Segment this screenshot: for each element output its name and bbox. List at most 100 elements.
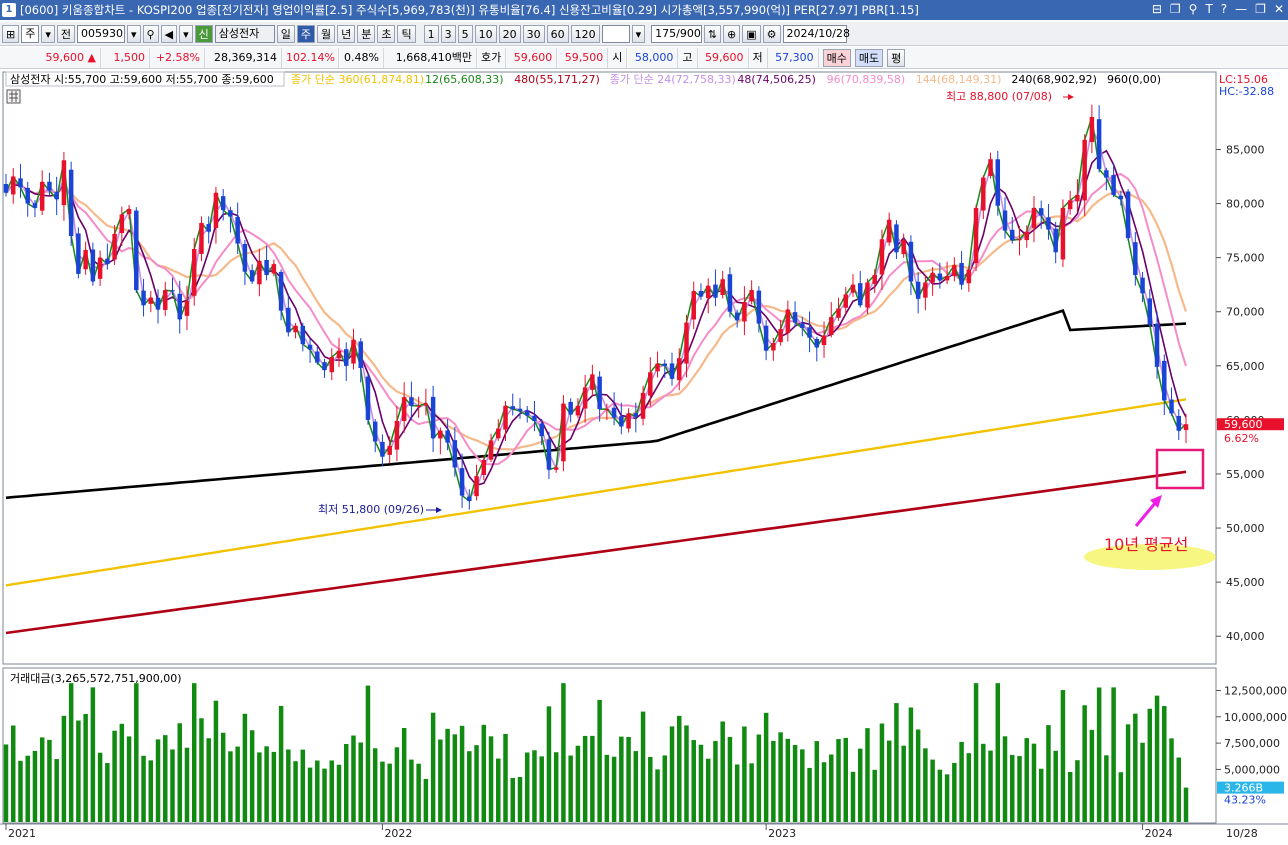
volume-bar[interactable] xyxy=(249,730,255,822)
volume-bar[interactable] xyxy=(886,740,892,822)
volume-bar[interactable] xyxy=(1024,738,1029,822)
tile-icon[interactable]: ⊟ xyxy=(1151,2,1162,16)
volume-bar[interactable] xyxy=(677,715,682,822)
candle-body[interactable] xyxy=(1017,239,1022,241)
volume-bar[interactable] xyxy=(76,720,81,822)
candle-body[interactable] xyxy=(843,294,848,308)
candle-body[interactable] xyxy=(590,374,595,390)
sell-button[interactable]: 매도 xyxy=(854,48,884,67)
volume-bar[interactable] xyxy=(61,715,67,822)
candle-body[interactable] xyxy=(336,350,342,359)
candle-body[interactable] xyxy=(1183,424,1189,431)
candle-body[interactable] xyxy=(1067,200,1073,210)
volume-bar[interactable] xyxy=(771,740,776,822)
volume-bar[interactable] xyxy=(148,760,154,822)
volume-bar[interactable] xyxy=(47,739,52,822)
candle-body[interactable] xyxy=(365,376,371,420)
candle-body[interactable] xyxy=(61,160,67,206)
candle-body[interactable] xyxy=(90,249,96,282)
market-select[interactable]: 주 xyxy=(21,24,40,43)
volume-bar[interactable] xyxy=(604,754,610,822)
candle-body[interactable] xyxy=(25,187,30,204)
volume-bar[interactable] xyxy=(857,748,863,822)
volume-bar[interactable] xyxy=(1017,756,1022,822)
period-year[interactable]: 년 xyxy=(337,24,356,43)
candle-body[interactable] xyxy=(358,341,363,368)
volume-bar[interactable] xyxy=(800,749,805,822)
chart-area[interactable]: 40,00045,00050,00055,00060,00065,00070,0… xyxy=(0,70,1288,842)
candle-body[interactable] xyxy=(1125,191,1131,239)
candle-body[interactable] xyxy=(141,290,146,306)
candle-body[interactable] xyxy=(698,290,704,297)
volume-bar[interactable] xyxy=(561,683,566,822)
candle-body[interactable] xyxy=(1082,139,1087,201)
candle-body[interactable] xyxy=(1038,208,1044,216)
custom-interval-input[interactable] xyxy=(601,24,630,43)
candle-body[interactable] xyxy=(915,281,921,299)
candle-body[interactable] xyxy=(416,405,421,407)
volume-bar[interactable] xyxy=(315,760,320,822)
candle-body[interactable] xyxy=(1104,170,1109,178)
candle-body[interactable] xyxy=(1118,195,1124,200)
volume-bar[interactable] xyxy=(416,763,421,822)
volume-bar[interactable] xyxy=(1002,736,1008,822)
candle-body[interactable] xyxy=(575,405,581,416)
candle-body[interactable] xyxy=(242,243,248,272)
candle-body[interactable] xyxy=(626,413,631,429)
candle-body[interactable] xyxy=(582,387,588,409)
candle-body[interactable] xyxy=(206,224,211,232)
candle-body[interactable] xyxy=(387,445,392,455)
candle-body[interactable] xyxy=(829,317,834,336)
volume-bar[interactable] xyxy=(126,736,132,822)
volume-bar[interactable] xyxy=(532,750,537,822)
candle-body[interactable] xyxy=(481,459,487,475)
volume-bar[interactable] xyxy=(582,735,588,822)
candle-body[interactable] xyxy=(604,409,610,411)
volume-bar[interactable] xyxy=(199,718,204,822)
volume-bar[interactable] xyxy=(452,734,458,822)
market-sub-select[interactable]: 전 xyxy=(56,24,75,43)
candle-body[interactable] xyxy=(322,362,327,371)
candle-body[interactable] xyxy=(394,420,400,450)
candle-body[interactable] xyxy=(278,271,284,311)
candle-body[interactable] xyxy=(879,239,885,275)
interval-60[interactable]: 60 xyxy=(546,24,569,43)
candle-body[interactable] xyxy=(734,312,740,321)
volume-bar[interactable] xyxy=(409,759,414,822)
volume-bar[interactable] xyxy=(39,737,45,822)
volume-bar[interactable] xyxy=(177,723,182,822)
volume-bar[interactable] xyxy=(1031,743,1037,822)
candle-body[interactable] xyxy=(857,283,863,306)
volume-bar[interactable] xyxy=(546,706,552,822)
candle-body[interactable] xyxy=(546,439,552,470)
settings-gear-icon[interactable]: ⚙ xyxy=(762,24,781,43)
volume-bar[interactable] xyxy=(97,752,103,822)
candle-body[interactable] xyxy=(199,223,204,254)
volume-bar[interactable] xyxy=(553,752,559,822)
candle-body[interactable] xyxy=(467,496,472,502)
candle-body[interactable] xyxy=(1010,229,1015,241)
volume-bar[interactable] xyxy=(966,753,972,822)
candle-body[interactable] xyxy=(452,440,458,468)
volume-bar[interactable] xyxy=(821,762,827,822)
volume-bar[interactable] xyxy=(792,744,798,822)
volume-bar[interactable] xyxy=(380,761,385,822)
volume-bar[interactable] xyxy=(459,725,465,822)
volume-bar[interactable] xyxy=(785,738,791,822)
candle-body[interactable] xyxy=(553,467,559,470)
volume-bar[interactable] xyxy=(778,732,783,822)
candle-body[interactable] xyxy=(814,338,820,348)
candle-body[interactable] xyxy=(163,290,168,310)
save-icon[interactable]: ▣ xyxy=(742,24,761,43)
candle-body[interactable] xyxy=(97,257,103,279)
candle-body[interactable] xyxy=(184,300,190,316)
candle-body[interactable] xyxy=(488,440,494,460)
volume-bar[interactable] xyxy=(734,764,740,822)
market-dropdown-icon[interactable]: ▾ xyxy=(41,24,55,43)
volume-bar[interactable] xyxy=(481,724,487,822)
volume-bar[interactable] xyxy=(278,705,284,822)
volume-bar[interactable] xyxy=(1046,725,1051,822)
candle-body[interactable] xyxy=(459,468,465,496)
volume-bar[interactable] xyxy=(763,712,769,822)
volume-bar[interactable] xyxy=(865,728,870,822)
